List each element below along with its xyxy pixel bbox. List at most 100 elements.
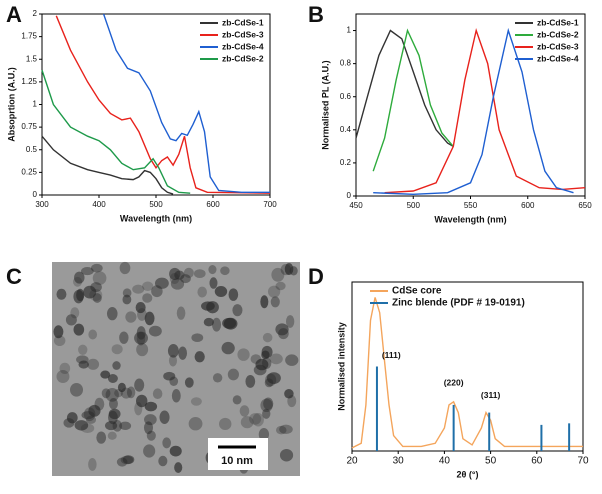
nanoparticle: [267, 285, 281, 298]
nanoparticle: [269, 353, 283, 365]
legend-label: zb-CdSe-1: [537, 17, 579, 27]
x-axis-label: 2θ (°): [457, 469, 479, 479]
nanoparticle: [88, 404, 101, 417]
nanoparticle: [285, 354, 299, 366]
nanoparticle: [162, 437, 171, 449]
nanoparticle: [264, 378, 274, 388]
x-tick-label: 600: [206, 200, 220, 209]
nanoparticle: [262, 332, 273, 343]
nanoparticle: [105, 388, 119, 402]
y-tick-label: 0.25: [21, 167, 37, 176]
nanoparticle: [280, 263, 292, 276]
y-tick-label: 1.75: [21, 32, 37, 41]
nanoparticle: [106, 307, 118, 321]
legend-label: zb-CdSe-1: [222, 17, 264, 27]
legend-label: Zinc blende (PDF # 19-0191): [392, 298, 525, 309]
panel-label: D: [308, 264, 324, 289]
nanoparticle: [53, 325, 64, 339]
nanoparticle: [237, 348, 250, 361]
nanoparticle: [208, 265, 217, 275]
nanoparticle: [214, 286, 228, 297]
nanoparticle: [107, 374, 118, 383]
nanoparticle: [245, 374, 256, 388]
nanoparticle: [83, 285, 97, 299]
nanoparticle: [144, 311, 155, 326]
nanoparticle: [92, 271, 107, 286]
nanoparticle: [114, 389, 124, 398]
nanoparticle: [111, 344, 123, 355]
nanoparticle: [143, 421, 154, 435]
series-line: [351, 297, 583, 449]
y-tick-label: 0.75: [21, 122, 37, 131]
nanoparticle: [66, 412, 78, 424]
nanoparticle: [100, 370, 111, 379]
scale-bar-label: 10 nm: [221, 455, 253, 467]
nanoparticle: [163, 371, 176, 381]
series-line: [41, 135, 174, 195]
y-axis-label: Normalised intensity: [336, 322, 346, 411]
nanoparticle: [143, 444, 156, 458]
nanoparticle: [275, 281, 286, 291]
nanoparticle: [109, 398, 118, 410]
nanoparticle: [96, 431, 107, 444]
nanoparticle: [255, 358, 269, 371]
nanoparticle: [134, 402, 143, 416]
nanoparticle: [116, 457, 128, 467]
legend-label: zb-CdSe-2: [537, 29, 579, 39]
legend-label: zb-CdSe-2: [222, 53, 264, 63]
nanoparticle: [65, 314, 77, 326]
nanoparticle: [193, 269, 206, 279]
nanoparticle: [53, 335, 66, 347]
nanoparticle: [73, 276, 83, 287]
x-tick-label: 450: [349, 201, 363, 210]
nanoparticle: [270, 296, 280, 308]
y-tick-label: 2: [33, 9, 38, 18]
nanoparticle: [119, 421, 132, 431]
x-tick-label: 700: [263, 200, 277, 209]
nanoparticle: [120, 387, 133, 399]
nanoparticle: [190, 397, 202, 406]
nanoparticle: [201, 301, 215, 311]
nanoparticle: [169, 445, 182, 457]
nanoparticle: [227, 368, 239, 381]
nanoparticle: [279, 448, 294, 462]
nanoparticle: [180, 274, 191, 284]
x-tick-label: 500: [407, 201, 421, 210]
nanoparticle: [261, 350, 270, 360]
nanoparticle: [285, 315, 295, 328]
nanoparticle: [69, 382, 84, 397]
nanoparticle: [122, 455, 135, 465]
nanoparticle: [88, 329, 98, 340]
nanoparticle: [262, 408, 271, 419]
nanoparticles: [53, 261, 299, 474]
nanoparticle: [158, 455, 168, 467]
nanoparticle: [85, 415, 97, 424]
nanoparticle: [263, 397, 274, 410]
nanoparticle: [265, 373, 277, 387]
nanoparticle: [194, 351, 205, 363]
nanoparticle: [191, 333, 204, 342]
y-tick-label: 0.4: [340, 125, 352, 134]
nanoparticle: [63, 418, 75, 428]
nanoparticle: [178, 346, 188, 360]
nanoparticle: [73, 323, 85, 336]
nanoparticle: [148, 325, 162, 337]
series-line: [372, 28, 454, 172]
nanoparticle: [81, 411, 95, 420]
nanoparticle: [183, 267, 194, 278]
x-tick-label: 60: [531, 456, 543, 467]
nanoparticle: [142, 293, 153, 303]
x-tick-label: 600: [521, 201, 535, 210]
y-axis-label: Absoprtion (A.U.): [6, 67, 16, 142]
y-tick-label: 0.8: [340, 59, 352, 68]
nanoparticle: [258, 427, 270, 441]
panel-label: B: [308, 2, 324, 27]
x-tick-label: 550: [464, 201, 478, 210]
nanoparticle: [135, 302, 146, 314]
nanoparticle: [232, 395, 242, 405]
nanoparticle: [134, 378, 145, 392]
nanoparticle: [221, 341, 235, 355]
nanoparticle: [56, 288, 67, 300]
nanoparticle: [88, 457, 97, 471]
nanoparticle: [266, 372, 281, 385]
